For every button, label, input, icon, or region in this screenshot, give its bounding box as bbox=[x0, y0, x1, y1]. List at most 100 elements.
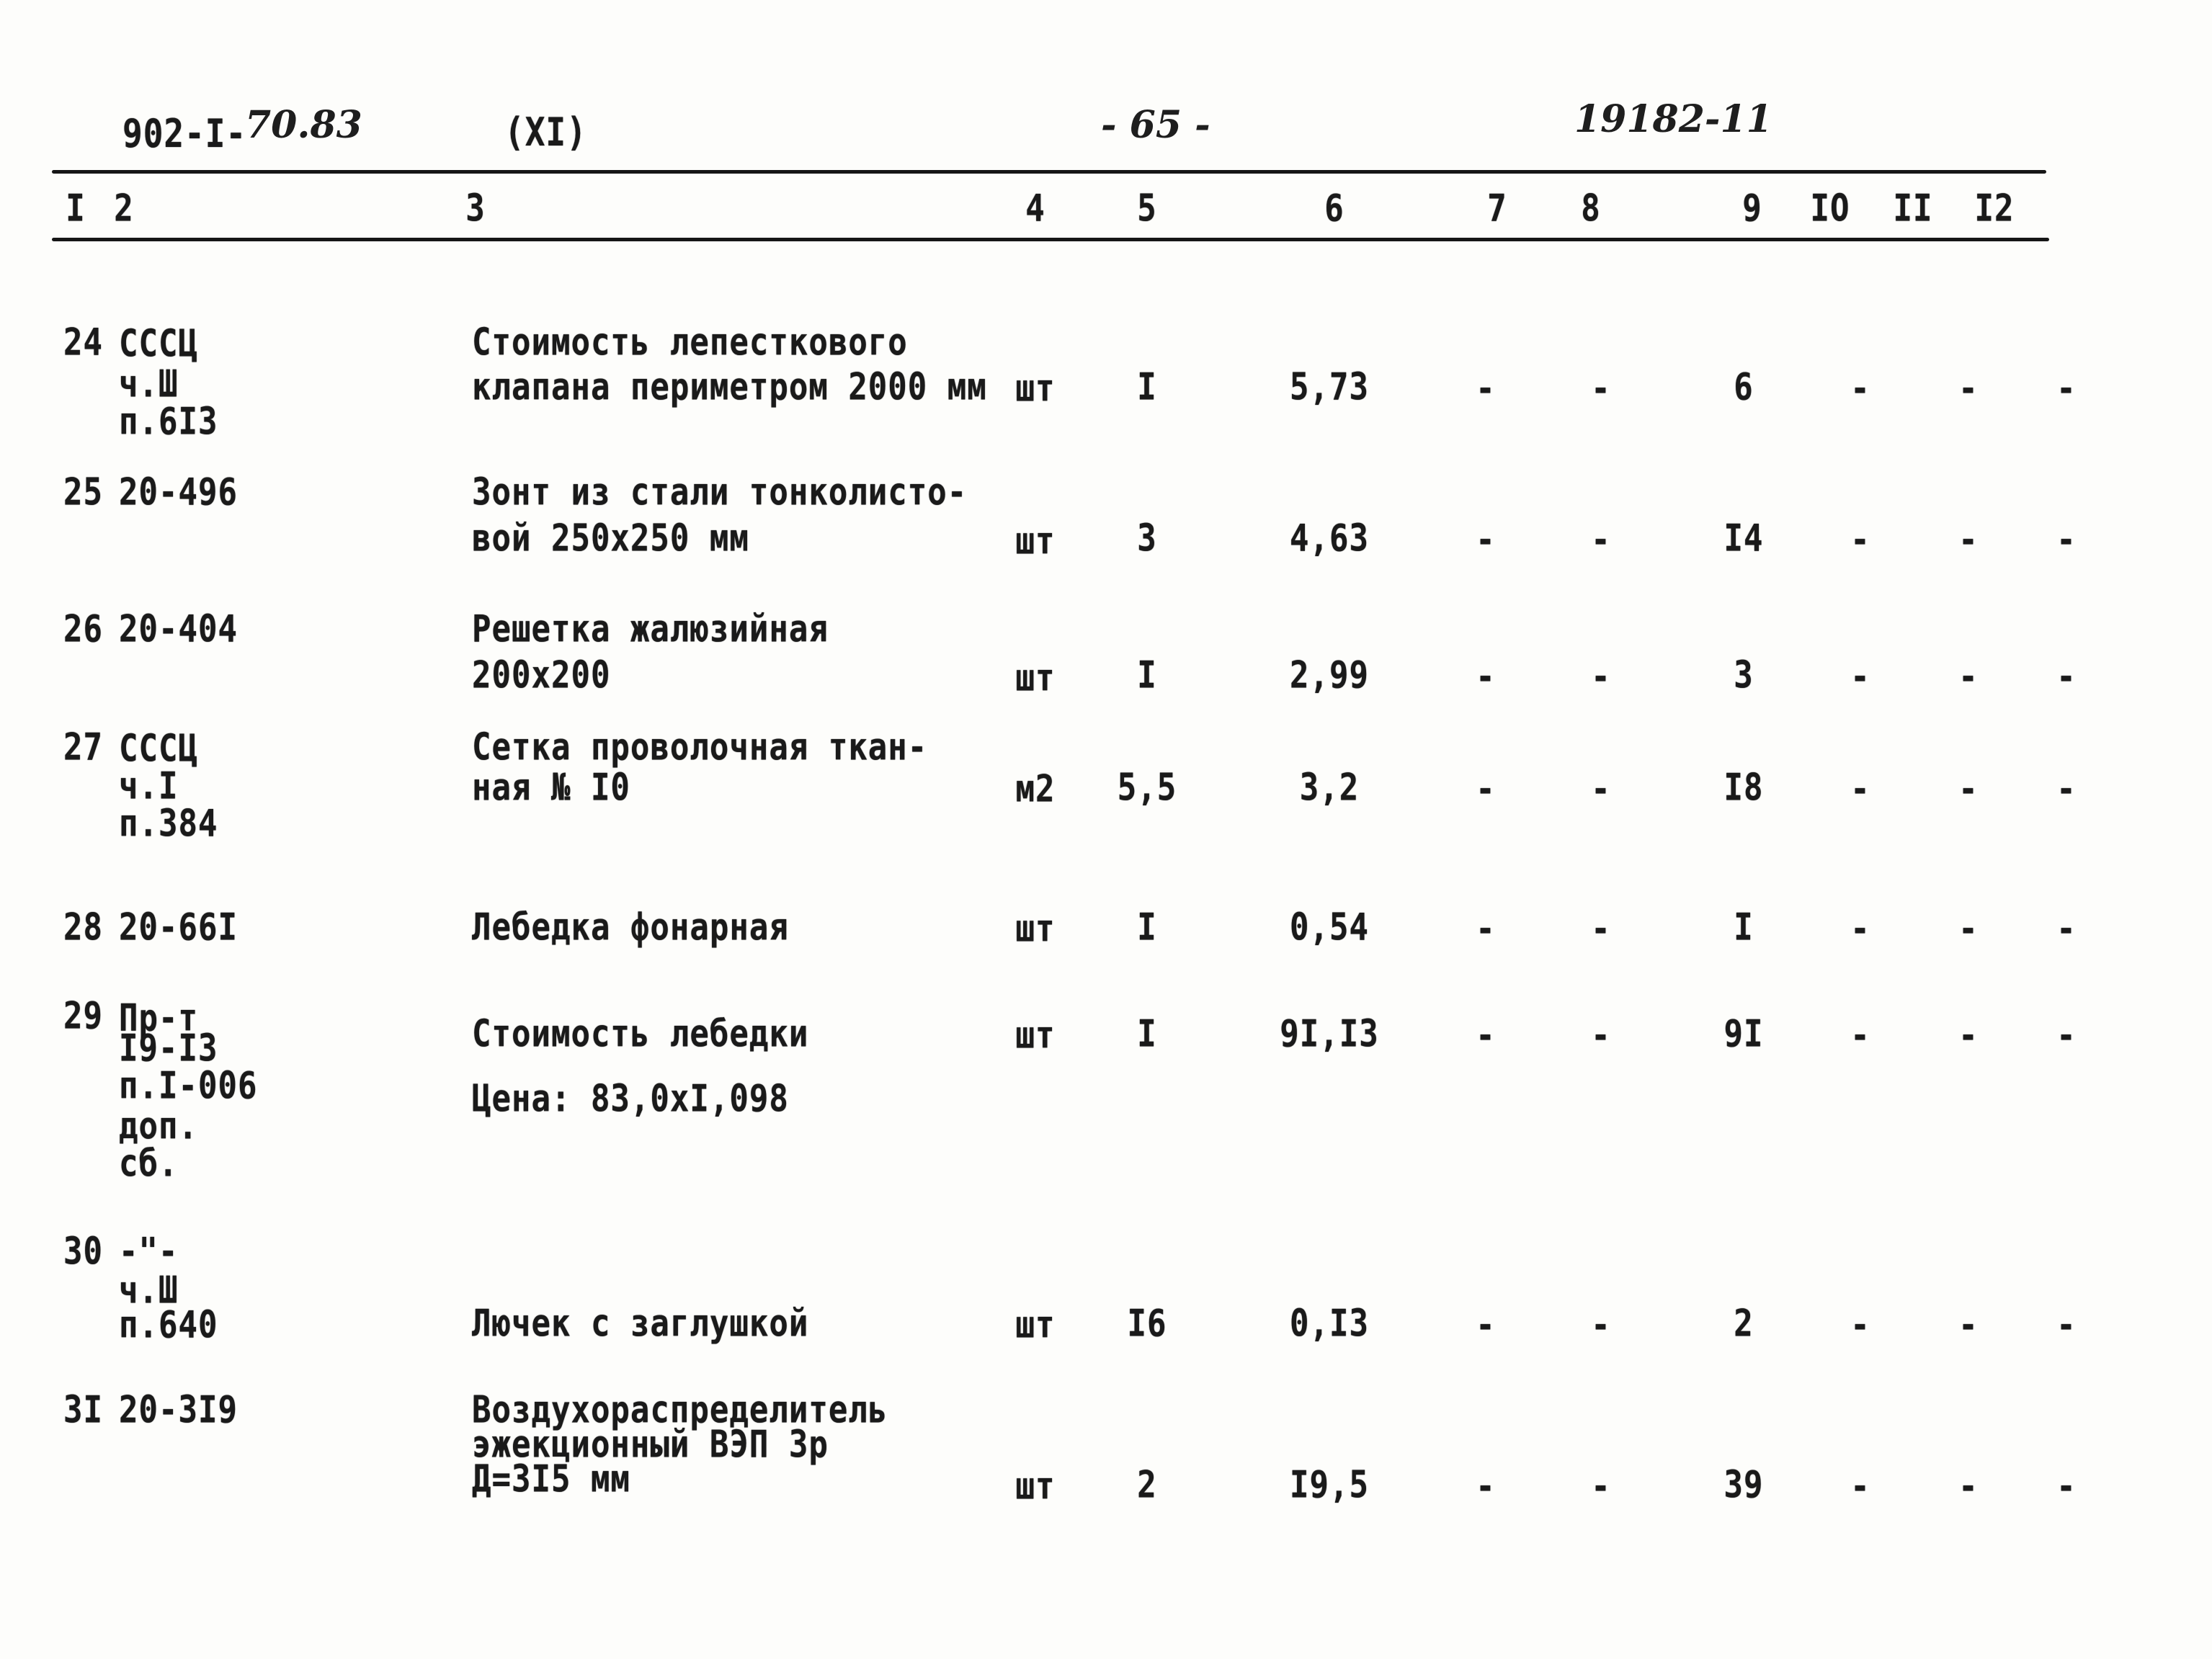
dash-cell: - bbox=[1850, 655, 1870, 699]
dash-cell: - bbox=[1476, 1014, 1496, 1057]
column-header-7: 7 bbox=[1487, 187, 1507, 231]
table-top-rule bbox=[52, 170, 2046, 174]
quantity-cell: I6 bbox=[1127, 1302, 1167, 1346]
dash-cell: - bbox=[1591, 1014, 1611, 1057]
dash-cell: - bbox=[1850, 1303, 1870, 1347]
ref-code: -"- bbox=[119, 1230, 179, 1274]
table-header-rule bbox=[52, 238, 2049, 241]
dash-cell: - bbox=[1476, 1465, 1496, 1508]
dash-cell: - bbox=[1958, 907, 1979, 951]
unit-cell: шт bbox=[1015, 1303, 1056, 1347]
unit-cell: шт bbox=[1015, 519, 1056, 563]
price-cell: I9,5 bbox=[1290, 1463, 1369, 1507]
dash-cell: - bbox=[2056, 518, 2077, 562]
price-cell: 2,99 bbox=[1290, 653, 1369, 697]
ref-code: I9-I3 bbox=[119, 1027, 218, 1070]
price-cell: 4,63 bbox=[1290, 517, 1369, 560]
item-name: Стоимость лебедки bbox=[472, 1012, 809, 1056]
item-name: Решетка жалюзийная bbox=[472, 607, 829, 651]
dash-cell: - bbox=[1958, 1303, 1979, 1347]
item-name: Зонт из стали тонколисто- bbox=[472, 470, 968, 514]
item-name: вой 250х250 мм bbox=[472, 517, 749, 560]
dash-cell: - bbox=[1591, 907, 1611, 951]
quantity-cell: I bbox=[1137, 1012, 1157, 1056]
ref-code: СССЦ bbox=[119, 727, 198, 771]
row-number: 26 bbox=[63, 607, 103, 651]
dash-cell: - bbox=[1591, 767, 1611, 811]
dash-cell: - bbox=[1476, 518, 1496, 562]
total-cell: 3 bbox=[1734, 653, 1754, 697]
dash-cell: - bbox=[1591, 655, 1611, 699]
dash-cell: - bbox=[2056, 655, 2077, 699]
ref-code: 20-66I bbox=[119, 905, 238, 949]
unit-cell: шт bbox=[1015, 656, 1056, 700]
row-number: 28 bbox=[63, 905, 103, 949]
price-cell: 5,73 bbox=[1290, 365, 1369, 409]
dash-cell: - bbox=[1850, 518, 1870, 562]
ref-code: п.6I3 bbox=[119, 400, 218, 444]
unit-cell: м2 bbox=[1015, 767, 1056, 811]
quantity-cell: 5,5 bbox=[1117, 766, 1177, 810]
dash-cell: - bbox=[1850, 907, 1870, 951]
price-cell: 3,2 bbox=[1299, 766, 1360, 810]
dash-cell: - bbox=[1958, 1465, 1979, 1508]
ref-code: ч.Ш bbox=[119, 362, 179, 406]
dash-cell: - bbox=[2056, 367, 2077, 411]
dash-cell: - bbox=[1850, 1014, 1870, 1057]
ref-code: 20-404 bbox=[119, 607, 238, 651]
column-header-12: I2 bbox=[1974, 187, 2015, 231]
total-cell: 9I bbox=[1723, 1012, 1764, 1056]
ref-code: п.I-006 bbox=[119, 1064, 258, 1108]
price-cell: 0,54 bbox=[1290, 905, 1369, 949]
dash-cell: - bbox=[1476, 655, 1496, 699]
item-name: Воздухораспределитель bbox=[472, 1388, 888, 1432]
total-cell: 2 bbox=[1734, 1302, 1754, 1346]
doc-number-handwritten: 70.83 bbox=[245, 103, 362, 147]
item-name: Лючек с заглушкой bbox=[472, 1302, 809, 1346]
dash-cell: - bbox=[1958, 1014, 1979, 1057]
column-header-6: 6 bbox=[1324, 187, 1344, 231]
column-header-2: 2 bbox=[114, 187, 134, 231]
item-name: Стоимость лепесткового bbox=[472, 321, 908, 365]
inventory-number: 19182-11 bbox=[1574, 97, 1772, 141]
dash-cell: - bbox=[2056, 1465, 2077, 1508]
ref-code: Пр-т bbox=[119, 996, 198, 1040]
ref-code: п.640 bbox=[119, 1303, 218, 1347]
dash-cell: - bbox=[1591, 518, 1611, 562]
unit-cell: шт bbox=[1015, 907, 1056, 951]
column-header-10: IO bbox=[1810, 187, 1850, 231]
series-label: (XI) bbox=[504, 109, 587, 155]
item-name: клапана периметром 2000 мм bbox=[472, 365, 987, 409]
item-name: Сетка проволочная ткан- bbox=[472, 725, 928, 769]
dash-cell: - bbox=[2056, 767, 2077, 811]
dash-cell: - bbox=[1591, 1303, 1611, 1347]
dash-cell: - bbox=[1850, 367, 1870, 411]
total-cell: 39 bbox=[1723, 1463, 1764, 1507]
quantity-cell: I bbox=[1137, 653, 1157, 697]
item-name: Цена: 83,0хI,098 bbox=[472, 1077, 789, 1121]
ref-code: СССЦ bbox=[119, 322, 198, 366]
dash-cell: - bbox=[1958, 367, 1979, 411]
ref-code: 20-496 bbox=[119, 470, 238, 514]
quantity-cell: I bbox=[1137, 365, 1157, 409]
price-cell: 0,I3 bbox=[1290, 1302, 1369, 1346]
item-name: 200х200 bbox=[472, 653, 611, 697]
column-header-8: 8 bbox=[1581, 187, 1601, 231]
item-name: Лебедка фонарная bbox=[472, 905, 789, 949]
row-number: 25 bbox=[63, 470, 103, 514]
total-cell: I8 bbox=[1723, 766, 1764, 810]
unit-cell: шт bbox=[1015, 1014, 1056, 1057]
quantity-cell: 2 bbox=[1137, 1463, 1157, 1507]
dash-cell: - bbox=[2056, 907, 2077, 951]
dash-cell: - bbox=[2056, 1303, 2077, 1347]
row-number: 29 bbox=[63, 994, 103, 1038]
ref-code: сб. bbox=[119, 1142, 179, 1186]
dash-cell: - bbox=[1476, 367, 1496, 411]
unit-cell: шт bbox=[1015, 1465, 1056, 1508]
dash-cell: - bbox=[1958, 767, 1979, 811]
dash-cell: - bbox=[1476, 1303, 1496, 1347]
column-header-9: 9 bbox=[1742, 187, 1762, 231]
column-header-1: I bbox=[66, 187, 86, 231]
dash-cell: - bbox=[2056, 1014, 2077, 1057]
